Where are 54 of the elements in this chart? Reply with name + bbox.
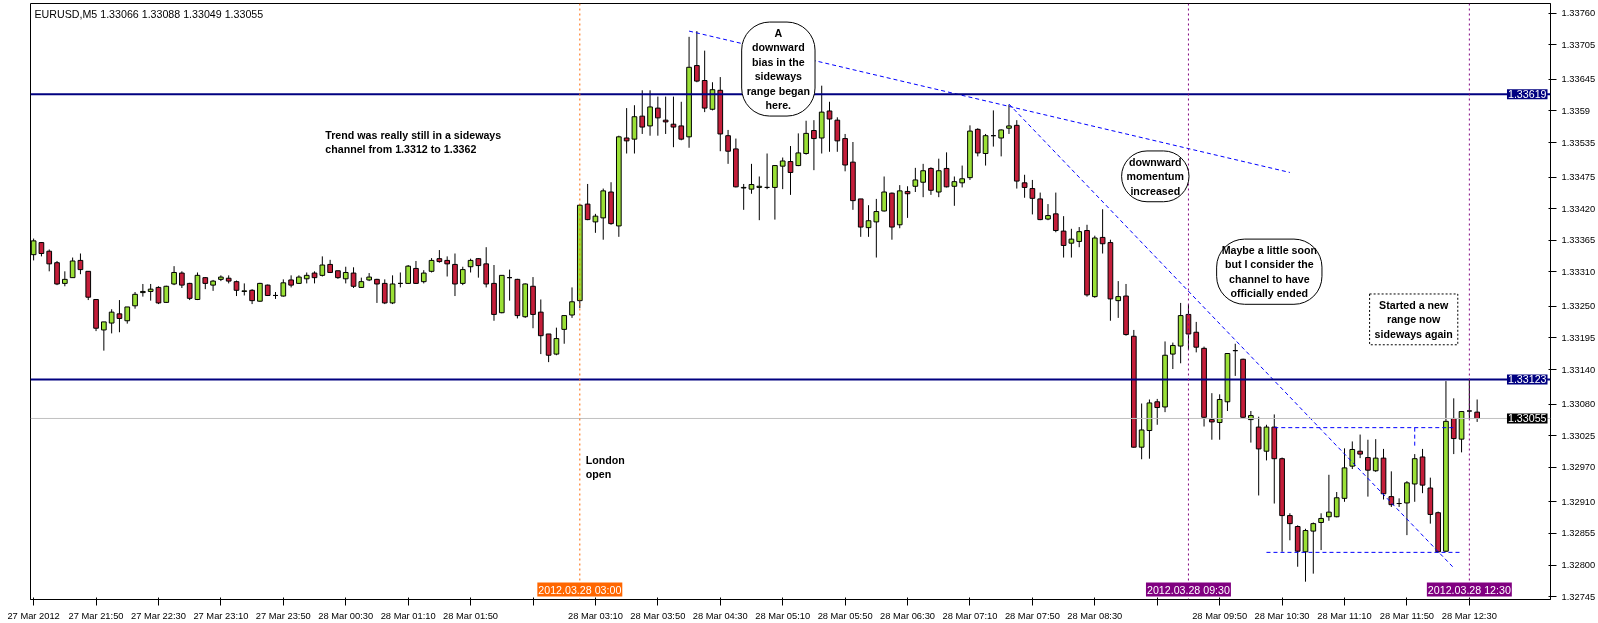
y-tick-label: 1.32800 <box>1561 560 1596 571</box>
x-tick-label: 28 Mar 07:50 <box>1004 610 1060 621</box>
x-tick-label: 27 Mar 22:30 <box>130 610 186 621</box>
annotation: downward momentum increased <box>1126 155 1185 197</box>
x-tick-label: 28 Mar 04:30 <box>692 610 748 621</box>
x-tick-label: 28 Mar 12:30 <box>1441 610 1497 621</box>
y-tick-label: 1.33475 <box>1561 172 1596 183</box>
x-tick-label: 28 Mar 00:30 <box>318 610 374 621</box>
ref-line-label: 1.33055 <box>1507 412 1547 425</box>
x-tick-label: 28 Mar 08:30 <box>1067 610 1123 621</box>
annotation: Trend was really still in a sideways channel from 1.3312 to 1.3362 <box>325 128 502 156</box>
x-tick-label: 28 Mar 01:50 <box>443 610 499 621</box>
x-tick-label: 28 Mar 09:50 <box>1192 610 1248 621</box>
annotation: A downward bias in the sideways range began here. <box>746 27 811 112</box>
x-tick-label: 27 Mar 23:10 <box>193 610 249 621</box>
y-tick-label: 1.32910 <box>1561 496 1596 507</box>
y-tick-label: 1.32970 <box>1561 462 1596 473</box>
y-tick-label: 1.33250 <box>1561 301 1596 312</box>
ref-line-label: 1.33619 <box>1507 88 1547 101</box>
chart-title: EURUSD,M5 1.33066 1.33088 1.33049 1.33055 <box>34 7 264 20</box>
x-tick-label: 28 Mar 01:10 <box>380 610 436 621</box>
y-tick-label: 1.33195 <box>1561 333 1596 343</box>
y-tick-label: 1.33025 <box>1561 430 1596 441</box>
ref-line-label: 1.33123 <box>1507 373 1547 386</box>
x-tick-label: 27 Mar 23:50 <box>255 610 311 621</box>
y-tick-label: 1.33535 <box>1561 137 1596 148</box>
y-tick-label: 1.33140 <box>1561 364 1596 375</box>
x-tick-label: 28 Mar 05:10 <box>755 610 811 621</box>
ref-line-label: 2012.03.28 03:00 <box>538 583 622 596</box>
y-tick-label: 1.33760 <box>1561 8 1596 19</box>
y-tick-label: 1.32855 <box>1561 528 1596 539</box>
y-tick-label: 1.32745 <box>1561 591 1596 602</box>
annotation: Maybe a little soon but I consider the channel to have officially ended <box>1221 244 1317 300</box>
x-tick-label: 28 Mar 11:10 <box>1317 610 1372 621</box>
x-tick-label: 27 Mar 2012 <box>7 610 60 621</box>
x-tick-label: 28 Mar 06:30 <box>880 610 936 621</box>
ref-line-label: 2012.03.28 09:30 <box>1146 583 1230 596</box>
x-tick-label: 28 Mar 05:50 <box>817 610 873 621</box>
y-tick-label: 1.33645 <box>1561 74 1596 85</box>
x-tick-label: 28 Mar 07:10 <box>942 610 998 621</box>
x-tick-label: 28 Mar 10:30 <box>1254 610 1310 621</box>
y-tick-label: 1.3359 <box>1561 105 1591 116</box>
ref-line-label: 2012.03.28 12:30 <box>1427 583 1511 596</box>
y-tick-label: 1.33420 <box>1561 203 1596 214</box>
y-tick-label: 1.33310 <box>1561 266 1596 277</box>
x-tick-label: 28 Mar 11:50 <box>1379 610 1435 621</box>
y-tick-label: 1.33365 <box>1561 235 1596 246</box>
x-tick-label: 28 Mar 03:50 <box>630 610 686 621</box>
y-tick-label: 1.33080 <box>1561 399 1596 410</box>
annotation: Started a new range now sideways again <box>1374 298 1453 340</box>
annotation: London open <box>585 453 625 480</box>
y-tick-label: 1.33705 <box>1561 39 1596 50</box>
x-tick-label: 27 Mar 21:50 <box>68 610 124 621</box>
x-tick-label: 28 Mar 03:10 <box>567 610 623 621</box>
